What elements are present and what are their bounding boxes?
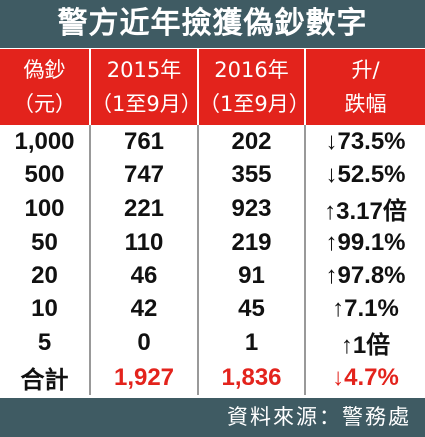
header-line: 2016年 [214,58,289,82]
table-cell: 100 [24,194,65,222]
table-cell: ↓4.7% [304,360,425,395]
header-row: 偽鈔 （元） 2015年 （1至9月） 2016年 （1至9月） 升/跌幅 [0,49,425,125]
header-line: （1至9月） [199,92,310,116]
table-cell: 42 [89,292,198,325]
header-cell: 偽鈔 （元） [0,49,90,125]
table-cell: 202 [197,125,305,158]
table-row: 1,000 761 202 ↓73.5% [0,125,425,158]
table-cell: 合計 [20,367,69,394]
table-cell: 45 [197,292,305,325]
table-cell: 500 [24,160,65,188]
table-row: 合計 1,927 1,836 ↓4.7% [0,360,425,395]
header-line: （1至9月） [91,92,202,116]
table-cell: ↑1倍 [304,325,425,360]
table-cell: ↓73.5% [304,125,425,158]
table-row: 500 747 355 ↓52.5% [0,158,425,191]
table-cell: 355 [197,158,305,191]
table-row: 20 46 91 ↑97.8% [0,259,425,292]
table-cell: 923 [197,191,305,226]
header-line: 升/ [351,58,380,82]
table-cell: 761 [89,125,198,158]
table-cell: ↓52.5% [304,158,425,191]
table-cell: 1,836 [197,360,305,395]
table-cell: 1,000 [14,127,75,155]
table-row: 5 0 1 ↑1倍 [0,325,425,360]
table: 偽鈔 （元） 2015年 （1至9月） 2016年 （1至9月） 升/跌幅 1,000 761… [0,49,425,395]
header-line: （元） [13,92,76,116]
header-line: 2015年 [106,58,182,82]
header-line: 跌幅 [344,92,387,116]
table-cell: 1,927 [89,360,198,395]
table-cell: 50 [31,228,58,256]
table-cell: ↑97.8% [304,259,425,292]
table-cell: 10 [31,294,58,322]
table-cell: ↑7.1% [304,292,425,325]
header-cell: 2016年 （1至9月） [197,49,310,125]
table-row: 100 221 923 ↑3.17倍 [0,191,425,226]
table-cell: 221 [89,191,198,226]
source: 資料來源：警務處 [227,405,411,429]
header-cell: 升/跌幅 [304,49,425,125]
table-cell: 46 [89,259,198,292]
title: 警方近年撿獲偽鈔數字 [0,0,425,48]
table-cell: 219 [197,226,305,259]
table-cell: 20 [31,261,58,289]
source-bar: 資料來源：警務處 [0,398,425,437]
table-body: 1,000 761 202 ↓73.5% 500 747 355 ↓52.5% 100 221 92… [0,125,425,395]
header-cell: 2015年 （1至9月） [89,49,202,125]
header-line: 偽鈔 [23,58,66,82]
table-cell: ↑3.17倍 [304,191,425,226]
table-cell: 110 [89,226,198,259]
table-cell: 747 [89,158,198,191]
table-cell: 0 [89,325,198,360]
table-cell: 1 [197,325,305,360]
table-row: 50 110 219 ↑99.1% [0,226,425,259]
table-cell: ↑99.1% [304,226,425,259]
table-cell: 91 [197,259,305,292]
table-cell: 5 [37,328,52,356]
table-row: 10 42 45 ↑7.1% [0,292,425,325]
